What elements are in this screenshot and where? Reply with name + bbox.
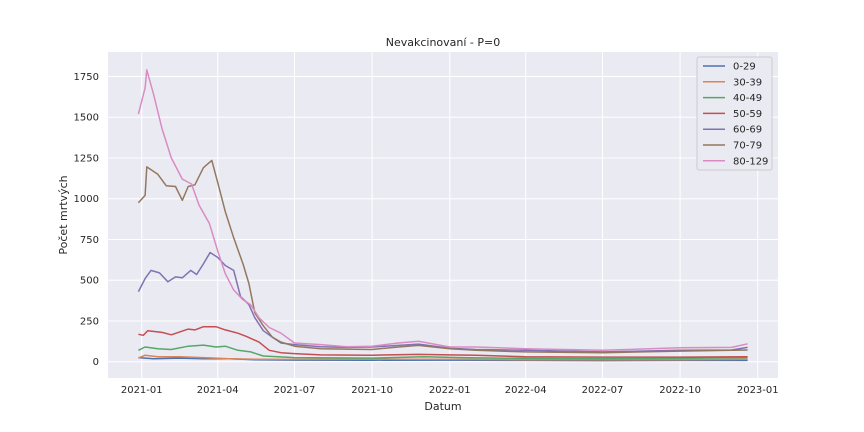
- x-tick-label: 2021-01: [121, 385, 163, 396]
- legend-label-50-59: 50-59: [733, 109, 762, 120]
- legend-box: [696, 56, 773, 171]
- y-tick-labels: 0 250 500 750 1000 1250 1500 1750: [74, 72, 99, 368]
- series-line-70-79: [137, 159, 748, 354]
- y-tick-label: 1000: [74, 194, 99, 205]
- legend-label-40-49: 40-49: [733, 93, 762, 104]
- grid: [108, 52, 778, 378]
- y-tick-label: 250: [80, 316, 99, 327]
- x-tick-label: 2022-07: [582, 385, 624, 396]
- plot-background: [108, 52, 778, 378]
- y-tick-label: 500: [80, 276, 99, 287]
- x-tick-label: 2022-04: [505, 385, 547, 396]
- x-tick-label: 2021-10: [351, 385, 393, 396]
- series-line-50-59: [138, 325, 748, 358]
- x-tick-label: 2022-10: [659, 385, 701, 396]
- series-line-30-39: [138, 354, 748, 361]
- x-axis-label: Datum: [424, 400, 461, 413]
- y-tick-label: 1750: [74, 72, 99, 83]
- legend-label-30-39: 30-39: [733, 77, 762, 88]
- chart-title: Nevakcinovaní - P=0: [386, 36, 501, 49]
- y-tick-label: 1500: [74, 113, 99, 124]
- y-tick-label: 0: [93, 357, 99, 368]
- legend-label-80-129: 80-129: [733, 156, 768, 167]
- x-tick-label: 2022-01: [429, 385, 471, 396]
- x-tick-label: 2021-07: [274, 385, 316, 396]
- legend: 0-29 30-39 40-49 50-59 60-69 70-79 80-129: [696, 56, 773, 171]
- x-tick-label: 2023-01: [737, 385, 779, 396]
- x-tick-label: 2021-04: [197, 385, 239, 396]
- series-line-40-49: [138, 344, 748, 360]
- y-tick-label: 750: [80, 235, 99, 246]
- legend-label-60-69: 60-69: [733, 125, 762, 136]
- y-tick-label: 1250: [74, 153, 99, 164]
- series-lines: [137, 69, 748, 362]
- x-tick-labels: 2021-01 2021-04 2021-07 2021-10 2022-01 2022-…: [121, 385, 779, 396]
- series-line-80-129: [137, 69, 748, 352]
- legend-label-70-79: 70-79: [733, 141, 762, 152]
- legend-label-0-29: 0-29: [733, 62, 756, 73]
- y-axis-label: Počet mrtvých: [57, 175, 70, 254]
